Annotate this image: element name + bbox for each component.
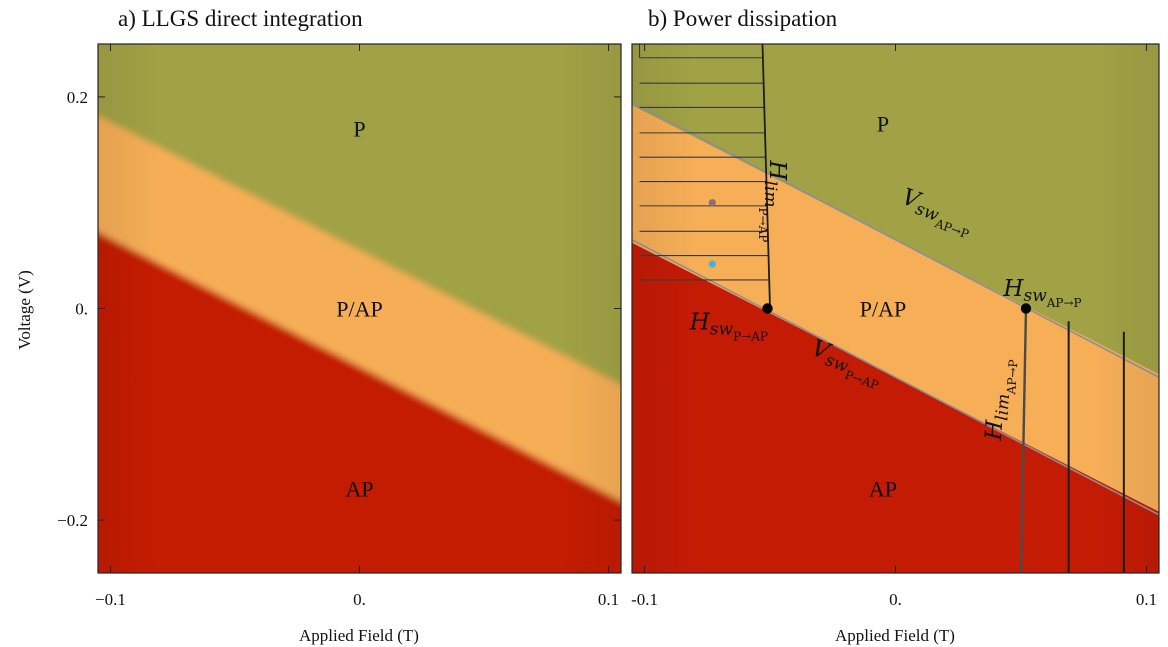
panel-llgs: a) LLGS direct integration −0.1 0. 0.1 −0.2… [15, 6, 622, 645]
annotation-label: HlimP→AP [756, 159, 790, 242]
panel-b-title: b) Power dissipation [648, 6, 838, 31]
panel-b-axes: -0.1 0. 0.1 [631, 44, 1157, 609]
panel-b-plot-area [632, 44, 1159, 573]
annotation-label: HswP→AP [689, 310, 768, 344]
panel-a-xlabel: Applied Field (T) [299, 626, 419, 645]
x-tick-label: 0.1 [598, 590, 619, 609]
y-tick-label: −0.2 [57, 511, 88, 530]
region-label: P [877, 111, 889, 136]
switching-point [762, 303, 773, 314]
switching-point [1020, 303, 1032, 314]
region-label: AP [869, 476, 897, 501]
panel-a-ylabel: Voltage (V) [15, 270, 34, 349]
y-tick-label: 0.2 [67, 88, 88, 107]
region-label: P/AP [336, 297, 382, 322]
x-tick-label: -0.1 [631, 590, 658, 609]
y-tick-label: 0. [75, 300, 88, 319]
x-tick-label: 0. [889, 590, 902, 609]
panel-a-title: a) LLGS direct integration [118, 6, 363, 31]
panel-b-region-labels: P P/AP AP [860, 111, 906, 501]
x-tick-label: −0.1 [95, 590, 126, 609]
limit-line-p-ap [761, 44, 771, 309]
region-label: P/AP [860, 297, 906, 322]
panel-a-axes: −0.1 0. 0.1 −0.2 0. 0.2 [57, 44, 621, 609]
boundary-line [632, 239, 1159, 516]
x-tick-label: 0. [353, 590, 366, 609]
region-label: AP [345, 476, 373, 501]
x-tick-label: 0.1 [1136, 590, 1157, 609]
marker-point [708, 260, 716, 268]
region-label: P [353, 117, 365, 142]
annotation-label: HswAP→P [1002, 276, 1081, 310]
annotation-label: VswAP→P [896, 184, 978, 242]
boundary-line [632, 101, 1159, 378]
panel-a-region-labels: P P/AP AP [336, 117, 382, 502]
shade [98, 44, 621, 573]
annotation-label: HlimAP→P [981, 358, 1021, 443]
panel-b-xlabel: Applied Field (T) [835, 626, 955, 645]
marker-point [708, 199, 716, 207]
panel-a-plot-area [98, 44, 621, 573]
shade [632, 44, 1159, 573]
panel-power: b) Power dissipation -0.1 0. 0.1 P P/AP AP H… [631, 6, 1160, 645]
limit-line-ap-p [1019, 308, 1028, 573]
